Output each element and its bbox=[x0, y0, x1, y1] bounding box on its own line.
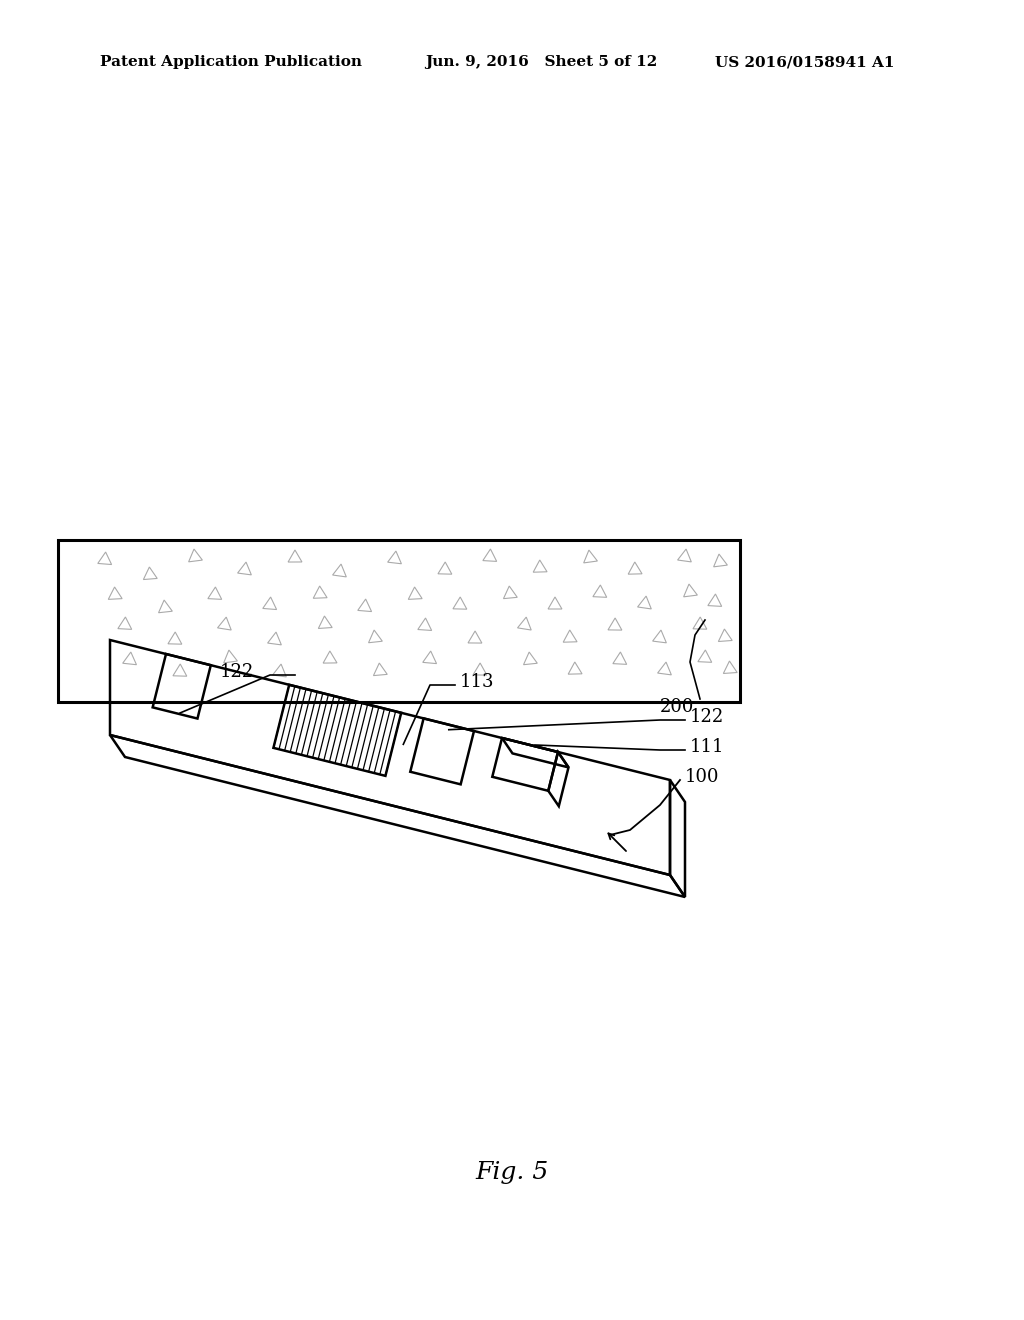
Text: 122: 122 bbox=[690, 708, 724, 726]
Text: US 2016/0158941 A1: US 2016/0158941 A1 bbox=[715, 55, 895, 69]
Text: Fig. 5: Fig. 5 bbox=[475, 1160, 549, 1184]
Bar bbox=[58, 540, 740, 702]
Text: 113: 113 bbox=[460, 673, 495, 690]
Text: Jun. 9, 2016   Sheet 5 of 12: Jun. 9, 2016 Sheet 5 of 12 bbox=[425, 55, 657, 69]
Text: Patent Application Publication: Patent Application Publication bbox=[100, 55, 362, 69]
Text: 200: 200 bbox=[660, 698, 694, 715]
Text: 100: 100 bbox=[685, 768, 720, 785]
Text: 122: 122 bbox=[220, 663, 254, 681]
Text: 111: 111 bbox=[690, 738, 725, 756]
